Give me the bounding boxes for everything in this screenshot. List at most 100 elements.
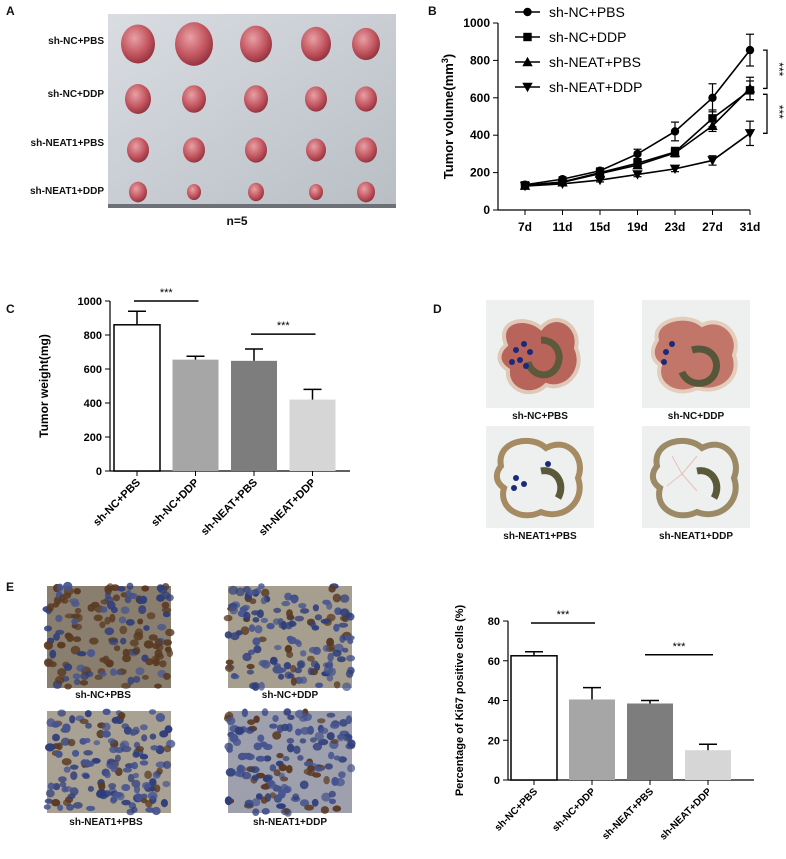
x-tick-label: sh-NEAT+DDP [658,786,714,842]
cell [141,734,148,742]
cell [288,621,297,627]
cell [159,660,167,668]
cell [55,614,63,623]
cell [125,589,132,598]
cell [332,805,342,812]
y-tick-label: 1000 [78,296,102,308]
cell [64,632,73,640]
ki67-stain-4 [223,708,356,817]
cell [149,733,157,740]
cell [307,770,316,777]
data-point [708,114,717,123]
cell [74,607,82,614]
cell [83,750,93,756]
tumor [355,137,377,163]
tumor [355,86,377,112]
cell [99,621,106,629]
legend-label: sh-NEAT+DDP [549,79,642,95]
cell [51,799,61,807]
cell [91,757,101,764]
x-tick-label: 7d [518,220,532,234]
cell [122,767,132,773]
data-point [594,168,606,178]
y-tick-label: 800 [470,53,490,67]
tumor [305,86,327,112]
cell [93,614,103,622]
panel-d-letter: D [433,302,442,316]
cell [43,641,53,650]
cell [44,798,53,804]
significance-label: *** [673,641,687,653]
cell [129,639,139,647]
cell [144,770,152,779]
cell [269,792,276,799]
significance-label: *** [772,105,786,119]
cell [236,765,247,774]
cell [230,674,240,680]
cell [319,727,329,734]
cell [155,761,166,768]
cell [43,625,53,632]
cell [261,708,269,717]
cell [69,715,76,724]
cell [225,659,234,665]
cell [110,765,118,773]
x-tick-label: 31d [740,220,761,234]
cell [108,783,117,789]
cell [294,615,305,622]
cell [113,645,121,652]
cell [52,733,60,742]
cell [260,617,268,623]
cell [55,629,65,635]
cell [165,628,175,637]
bar [569,699,615,780]
x-tick-label: sh-NEAT+DDP [257,477,319,539]
cell [258,583,265,590]
cell [73,678,81,686]
cell [53,633,60,641]
cell [146,612,156,620]
cell [96,788,106,798]
cell [311,798,319,807]
cell [76,664,86,672]
cell [257,734,265,742]
cell [286,765,293,774]
cell [154,683,162,689]
cell [86,805,96,812]
cell [283,662,292,670]
cell [329,722,340,729]
cell [269,656,278,665]
cell [245,726,255,734]
cell [73,802,83,809]
cell [345,743,356,750]
cell [72,749,80,757]
cell [326,637,334,647]
cell [226,746,233,753]
cell [276,803,286,809]
panel-b-letter: B [428,4,437,18]
cell [107,738,116,744]
data-point [707,120,718,131]
cell [281,723,289,732]
cell [145,807,155,813]
cell [258,659,268,667]
y-tick-label: 80 [488,616,500,628]
cell [59,781,67,788]
tumor [245,137,267,163]
cell [135,667,145,676]
cell [141,674,149,680]
cell [72,673,81,680]
cell [46,603,54,613]
intestine-photo-2 [642,300,750,408]
cell [73,636,82,643]
y-tick-label: 600 [84,364,102,376]
cell [45,743,55,752]
cell [139,753,149,760]
cell [64,683,72,690]
sample-size-caption: n=5 [226,214,248,228]
cell [163,745,172,753]
cell [272,715,279,722]
cell [317,718,326,724]
data-point [523,7,532,17]
significance-label: *** [772,62,786,76]
